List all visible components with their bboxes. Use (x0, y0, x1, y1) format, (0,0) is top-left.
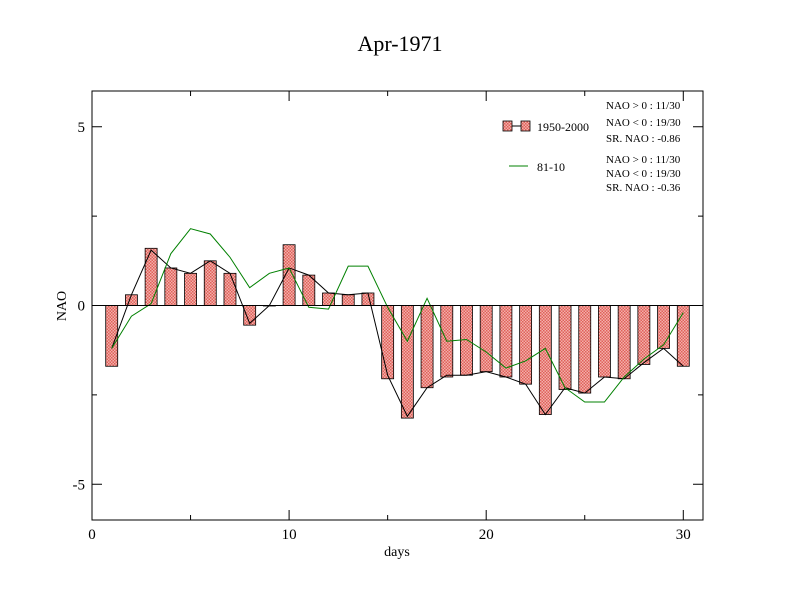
bar-day-19 (460, 305, 473, 376)
legend-swatch-bar (502, 120, 513, 132)
bar-day-27 (617, 305, 631, 380)
y-axis: 5 0 -5 (73, 120, 703, 493)
legend-stat: NAO < 0 : 19/30 (606, 168, 681, 180)
bar-series (105, 244, 690, 419)
bar-day-3 (144, 247, 158, 306)
x-tick-label: 0 (88, 527, 96, 543)
x-tick-label: 10 (282, 527, 297, 543)
x-tick-label: 20 (479, 527, 494, 543)
bar-day-15 (381, 305, 395, 380)
bar-day-16 (400, 305, 414, 419)
bar-day-7 (223, 272, 237, 306)
line-series-81-10 (111, 228, 684, 403)
y-axis-label: NAO (55, 291, 70, 321)
bar-day-11 (302, 274, 316, 306)
bar-day-29 (657, 305, 670, 349)
bar-day-30 (676, 305, 690, 367)
bar-day-23 (538, 305, 552, 415)
bar-day-17 (420, 305, 434, 389)
legend-label-1950-2000: 1950-2000 (537, 120, 589, 134)
y-tick-label: 0 (78, 299, 86, 315)
bar-day-2 (125, 294, 138, 306)
y-tick-label: 5 (78, 120, 86, 136)
bar-day-4 (164, 267, 178, 306)
x-axis-label: days (384, 545, 410, 560)
bar-day-24 (558, 305, 572, 390)
bar-day-6 (203, 260, 217, 306)
bar-day-13 (341, 294, 355, 306)
legend-swatch-bar (520, 120, 531, 132)
bar-day-26 (598, 305, 611, 378)
bar-day-20 (479, 305, 493, 373)
legend-stat: NAO > 0 : 11/30 (606, 100, 681, 112)
chart-title: Apr-1971 (357, 31, 442, 56)
line-series-black (111, 249, 684, 418)
legend-stat: NAO < 0 : 19/30 (606, 117, 681, 129)
legend: 1950-2000 NAO > 0 : 11/30 NAO < 0 : 19/3… (502, 100, 681, 194)
legend-stat: NAO > 0 : 11/30 (606, 154, 681, 166)
x-axis: 0 10 20 30 (88, 91, 691, 543)
bar-day-25 (578, 305, 592, 394)
legend-stat: SR. NAO : -0.36 (606, 182, 681, 194)
plot-area (91, 90, 704, 521)
y-tick-label: -5 (73, 477, 86, 493)
legend-label-81-10: 81-10 (537, 160, 565, 174)
x-tick-label: 30 (676, 527, 691, 543)
bar-day-22 (519, 305, 533, 385)
legend-stat: SR. NAO : -0.86 (606, 133, 681, 145)
bar-day-5 (184, 272, 197, 306)
line-series (111, 228, 684, 418)
